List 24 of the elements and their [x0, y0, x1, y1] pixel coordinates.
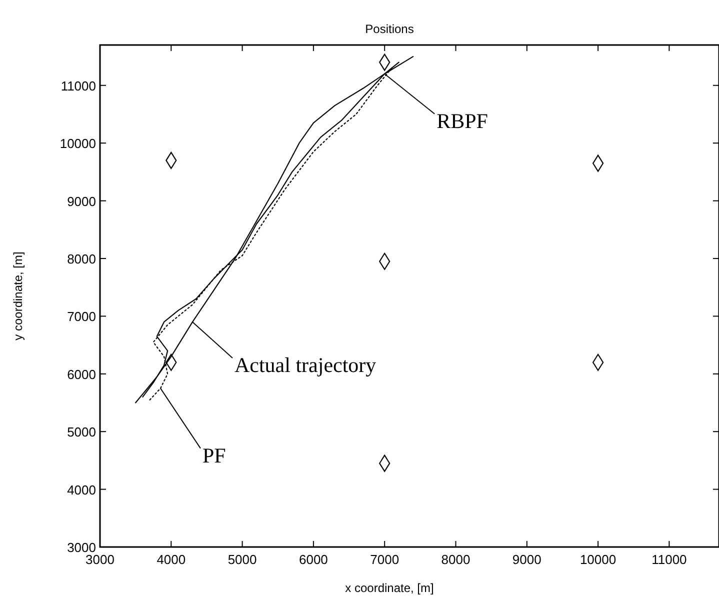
x-tick-label: 5000 [228, 552, 257, 567]
x-tick-label: 3000 [86, 552, 114, 567]
text: Actual trajectory [234, 352, 377, 377]
y-tick-label: 10000 [60, 136, 96, 152]
y-axis-title: y coordinate, [m] [11, 252, 25, 340]
y-tick-label: 11000 [60, 78, 96, 94]
y-tick-label: 8000 [67, 251, 96, 266]
y-tick-label: 9000 [67, 194, 96, 209]
y-tick-label: 5000 [67, 424, 96, 440]
x-tick-label: 10000 [580, 552, 616, 567]
y-tick-label: 4000 [67, 482, 96, 498]
x-tick-label: 4000 [156, 552, 186, 567]
x-tick-label: 6000 [298, 552, 328, 567]
x-axis-title: x coordinate, [m] [345, 581, 434, 595]
y-tick-label: 3000 [67, 540, 96, 555]
text: RBPF [436, 108, 488, 133]
text: PF [202, 443, 226, 468]
x-tick-label: 8000 [441, 552, 470, 567]
y-tick-label: 6000 [67, 366, 96, 382]
x-tick-label: 11000 [652, 552, 687, 567]
chart-title: Positions [365, 22, 414, 36]
x-tick-label: 9000 [512, 552, 542, 567]
x-tick-label: 7000 [370, 552, 400, 567]
y-tick-label: 7000 [67, 309, 96, 324]
